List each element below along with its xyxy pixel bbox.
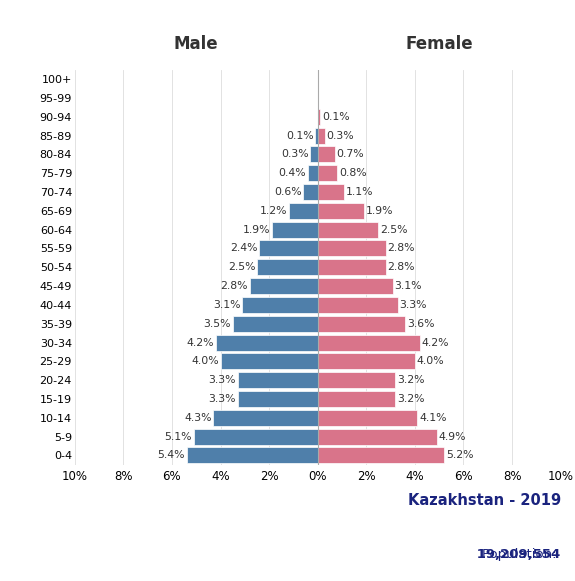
Text: 1.2%: 1.2% [259, 206, 287, 216]
Bar [317, 184, 344, 200]
Text: Male: Male [174, 35, 218, 53]
Text: Female: Female [405, 35, 473, 53]
Text: 1.9%: 1.9% [366, 206, 393, 216]
Bar [303, 184, 317, 200]
Bar [317, 278, 393, 294]
Text: 2.5%: 2.5% [228, 262, 255, 272]
Bar [317, 259, 386, 275]
Bar [213, 410, 317, 426]
Text: 5.1%: 5.1% [164, 432, 192, 442]
Text: 3.1%: 3.1% [394, 281, 422, 291]
Bar [317, 221, 378, 238]
Bar [186, 447, 317, 464]
Bar [317, 372, 396, 388]
Bar [271, 221, 317, 238]
Bar [317, 128, 325, 144]
Text: 3.3%: 3.3% [208, 394, 236, 404]
Text: Kazakhstan - 2019: Kazakhstan - 2019 [408, 493, 561, 508]
Text: 5.4%: 5.4% [158, 450, 185, 460]
Bar [221, 353, 317, 370]
Text: 4.9%: 4.9% [438, 432, 466, 442]
Bar [317, 146, 335, 162]
Text: 1.9%: 1.9% [242, 225, 270, 235]
Bar [317, 109, 320, 125]
Text: 2.8%: 2.8% [388, 243, 415, 253]
Text: 0.7%: 0.7% [336, 149, 364, 159]
Bar [317, 353, 415, 370]
Text: 4.2%: 4.2% [186, 338, 214, 347]
Text: 0.1%: 0.1% [286, 131, 313, 141]
Bar [317, 429, 437, 444]
Text: 0.6%: 0.6% [274, 187, 301, 197]
Text: 3.3%: 3.3% [400, 300, 427, 310]
Bar [317, 241, 386, 256]
Text: 3.3%: 3.3% [208, 375, 236, 385]
Text: 4.2%: 4.2% [421, 338, 449, 347]
Text: Population:: Population: [482, 548, 561, 561]
Bar [310, 146, 317, 162]
Bar [315, 128, 317, 144]
Bar [317, 391, 396, 407]
Bar [317, 165, 337, 181]
Text: 0.1%: 0.1% [322, 112, 350, 122]
Text: 19,209,554: 19,209,554 [412, 548, 561, 561]
Bar [233, 315, 317, 332]
Bar [194, 429, 317, 444]
Bar [289, 203, 317, 219]
Bar [308, 165, 317, 181]
Text: 4.0%: 4.0% [191, 356, 219, 367]
Text: 3.5%: 3.5% [204, 319, 231, 329]
Bar [216, 335, 317, 350]
Text: 0.8%: 0.8% [339, 168, 366, 178]
Text: 3.2%: 3.2% [397, 394, 424, 404]
Text: PopulationPyramid.net: PopulationPyramid.net [40, 547, 190, 560]
Bar [317, 315, 405, 332]
Bar [257, 259, 317, 275]
Bar [317, 297, 398, 313]
Text: 3.6%: 3.6% [407, 319, 434, 329]
Bar [317, 203, 364, 219]
Bar [243, 297, 317, 313]
Bar [317, 410, 417, 426]
Text: 0.3%: 0.3% [327, 131, 354, 141]
Text: 2.5%: 2.5% [380, 225, 408, 235]
Text: 0.4%: 0.4% [279, 168, 306, 178]
Bar [317, 335, 420, 350]
Text: 5.2%: 5.2% [446, 450, 473, 460]
Bar [237, 391, 317, 407]
Text: 2.4%: 2.4% [230, 243, 258, 253]
Text: 3.1%: 3.1% [213, 300, 241, 310]
Text: 2.8%: 2.8% [220, 281, 248, 291]
Bar [317, 447, 444, 464]
Text: 1.1%: 1.1% [346, 187, 374, 197]
Text: 2.8%: 2.8% [388, 262, 415, 272]
Bar [237, 372, 317, 388]
Text: 4.3%: 4.3% [184, 413, 212, 423]
Text: 4.0%: 4.0% [416, 356, 444, 367]
Bar [250, 278, 317, 294]
Text: 4.1%: 4.1% [419, 413, 447, 423]
Bar [259, 241, 317, 256]
Text: 0.3%: 0.3% [281, 149, 309, 159]
Text: 3.2%: 3.2% [397, 375, 424, 385]
